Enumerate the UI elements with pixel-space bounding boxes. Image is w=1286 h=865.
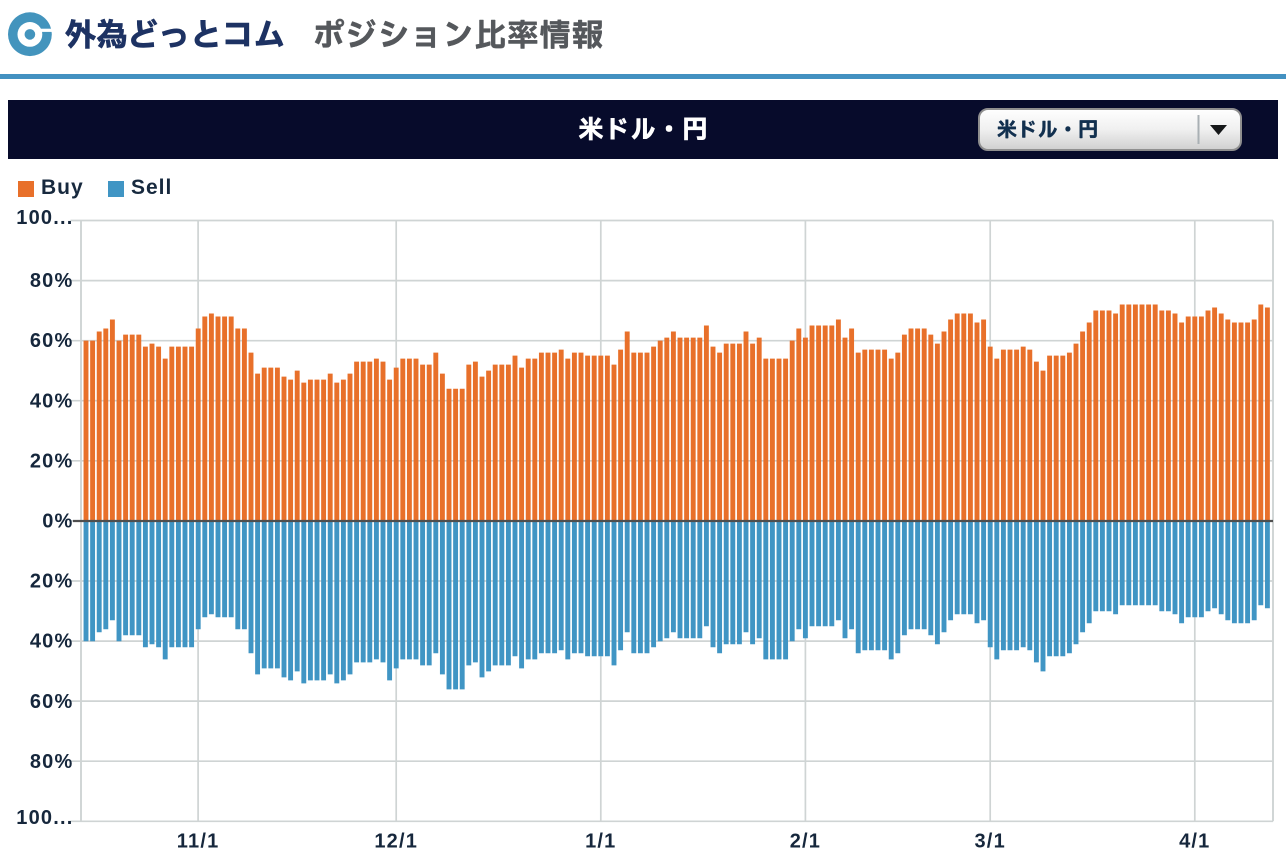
svg-text:80%: 80% [30, 270, 74, 292]
svg-text:4/1: 4/1 [1179, 831, 1210, 853]
svg-text:100...: 100... [16, 207, 73, 229]
svg-text:11/1: 11/1 [177, 831, 220, 853]
svg-text:20%: 20% [30, 450, 74, 472]
svg-text:20%: 20% [30, 571, 74, 593]
svg-text:100...: 100... [16, 807, 73, 829]
svg-text:40%: 40% [30, 631, 74, 653]
svg-text:40%: 40% [30, 390, 74, 412]
svg-text:12/1: 12/1 [374, 831, 418, 853]
svg-text:3/1: 3/1 [974, 831, 1005, 853]
svg-text:2/1: 2/1 [790, 831, 821, 853]
svg-text:1/1: 1/1 [585, 831, 616, 853]
svg-text:0%: 0% [42, 511, 73, 533]
svg-text:60%: 60% [30, 330, 74, 352]
svg-text:80%: 80% [30, 751, 74, 773]
svg-text:60%: 60% [30, 691, 74, 713]
